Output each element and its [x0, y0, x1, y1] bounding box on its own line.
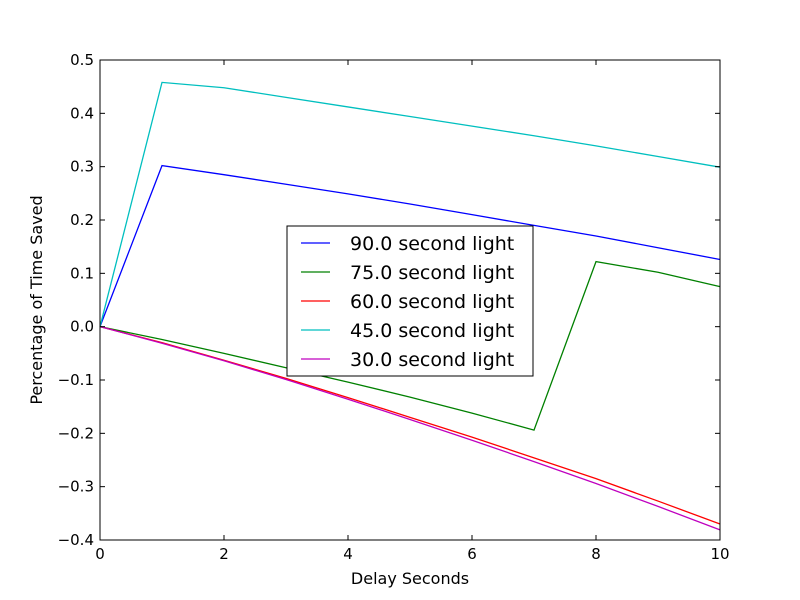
y-tick-label: −0.3 — [58, 478, 94, 496]
y-tick-label: 0.3 — [70, 158, 94, 176]
x-tick-label: 2 — [219, 545, 229, 563]
series-layer — [99, 81, 721, 531]
y-tick-label: 0.4 — [70, 104, 94, 122]
y-tick-label: −0.4 — [58, 531, 94, 549]
y-tick-label: 0.1 — [70, 264, 94, 282]
series-line-1 — [99, 260, 721, 431]
plot-frame — [99, 59, 721, 541]
y-tick-label: −0.2 — [58, 424, 94, 442]
x-tick-label: 4 — [343, 545, 353, 563]
x-tick-label: 10 — [710, 545, 729, 563]
x-tick-label: 8 — [591, 545, 601, 563]
x-tick-label: 6 — [467, 545, 477, 563]
y-tick-label: 0.5 — [70, 51, 94, 69]
legend-label: 75.0 second light — [350, 262, 514, 284]
y-tick-label: 0.0 — [70, 318, 94, 336]
legend-label: 60.0 second light — [350, 291, 514, 313]
legend: 90.0 second light 75.0 second light 60.0 s… — [286, 225, 534, 377]
series-line-0 — [99, 164, 721, 327]
y-tick-label: −0.1 — [58, 371, 94, 389]
x-tick-label: 0 — [95, 545, 105, 563]
legend-label: 45.0 second light — [350, 320, 514, 342]
series-line-4 — [99, 326, 721, 531]
series-line-3 — [99, 81, 721, 327]
x-axis-label: Delay Seconds — [351, 569, 469, 588]
ticks-layer: 0 2 4 6 8 10 −0.4 −0.3 −0.2 −0.1 0.0 0.1 0.2 0.3 0.4 0.… — [58, 51, 730, 563]
y-tick-label: 0.2 — [70, 211, 94, 229]
legend-label: 30.0 second light — [350, 349, 514, 371]
legend-label: 90.0 second light — [350, 233, 514, 255]
y-axis-label: Percentage of Time Saved — [27, 195, 46, 404]
